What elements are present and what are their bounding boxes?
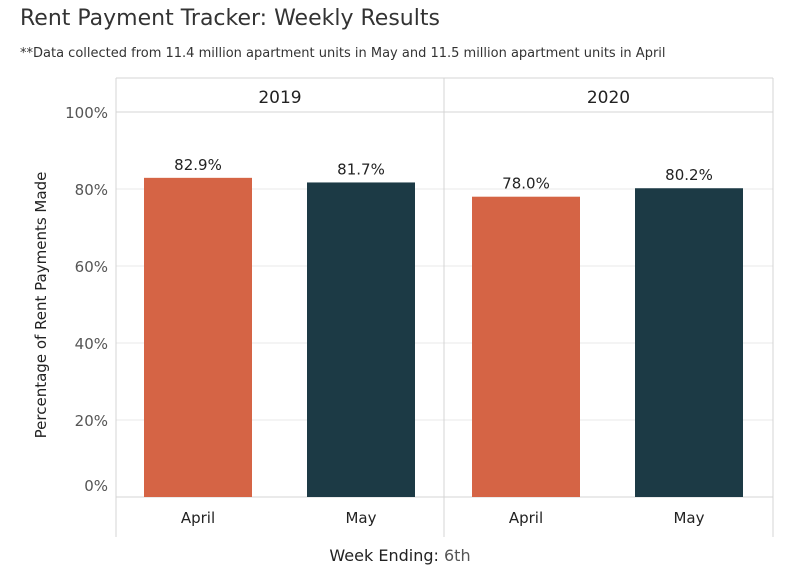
panel-title-2020: 2020: [587, 88, 630, 108]
bar-value-label: 81.7%: [337, 160, 385, 178]
y-tick-label: 40%: [75, 335, 108, 353]
bar-value-label: 78.0%: [502, 175, 550, 193]
y-tick-label: 100%: [65, 104, 108, 122]
chart-title: Rent Payment Tracker: Weekly Results: [20, 6, 440, 31]
y-tick-label: 60%: [75, 258, 108, 276]
x-category-label: May: [345, 509, 376, 527]
panel-title-2019: 2019: [258, 88, 301, 108]
chart-subtitle: **Data collected from 11.4 million apart…: [20, 46, 666, 61]
y-tick-label: 20%: [75, 412, 108, 430]
bar-2019-april: [144, 177, 252, 497]
x-category-label: April: [181, 509, 215, 527]
y-tick-label: 0%: [84, 477, 108, 495]
filter-label: Week Ending:: [329, 546, 439, 565]
y-tick-label: 80%: [75, 181, 108, 199]
bar-2020-may: [635, 188, 743, 498]
x-category-label: April: [509, 509, 543, 527]
x-category-label: May: [673, 509, 704, 527]
bar-2020-april: [472, 196, 580, 497]
week-ending-filter[interactable]: Week Ending: 6th: [0, 546, 800, 565]
y-axis-label: Percentage of Rent Payments Made: [32, 172, 50, 439]
filter-value[interactable]: 6th: [443, 546, 471, 565]
bar-chart: 0% 20% 40% 60% 80% 100% Percentage of Rent Pay…: [32, 77, 774, 537]
bar-value-label: 82.9%: [174, 156, 222, 174]
bar-2019-may: [307, 182, 415, 497]
bar-value-label: 80.2%: [665, 166, 713, 184]
